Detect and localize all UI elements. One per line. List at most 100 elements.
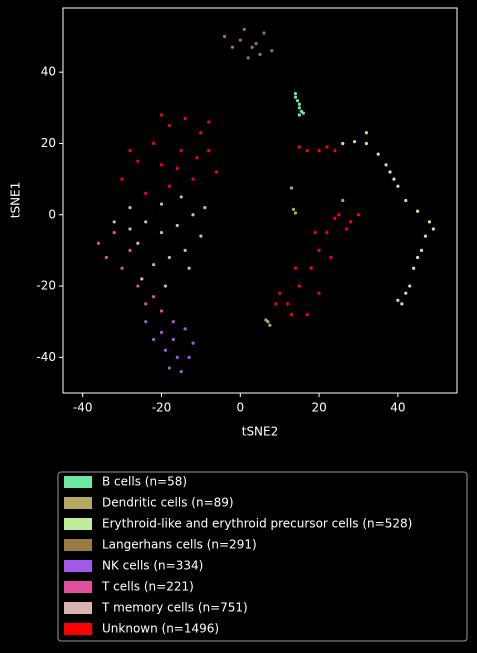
point	[297, 145, 301, 149]
point	[159, 309, 164, 313]
point	[120, 177, 124, 181]
point	[144, 320, 148, 324]
point	[258, 52, 262, 56]
legend-label: Unknown (n=1496)	[102, 622, 219, 636]
point	[175, 355, 179, 359]
legend-swatch	[64, 497, 92, 509]
legend-label: Erythroid-like and erythroid precursor c…	[102, 517, 412, 531]
point	[278, 291, 282, 295]
point	[179, 148, 183, 153]
point	[222, 34, 227, 39]
y-tick-label: 20	[41, 136, 56, 150]
point	[152, 337, 156, 342]
point	[285, 302, 290, 306]
point	[396, 298, 400, 302]
point	[349, 220, 353, 224]
point	[199, 131, 203, 135]
plot-frame	[62, 7, 458, 394]
point	[199, 234, 203, 238]
point	[183, 248, 187, 253]
point	[291, 207, 296, 212]
point	[333, 216, 337, 220]
point	[207, 148, 211, 153]
point	[171, 320, 175, 324]
legend-swatch	[64, 518, 92, 530]
y-tick-label: -40	[36, 350, 56, 364]
point	[179, 195, 183, 199]
point	[270, 49, 274, 53]
point	[396, 184, 400, 188]
point	[293, 266, 298, 270]
point	[317, 148, 321, 153]
x-tick-label: 0	[236, 401, 244, 415]
point	[215, 170, 219, 174]
point	[412, 266, 416, 270]
point	[120, 266, 124, 270]
point	[171, 337, 175, 342]
point	[392, 177, 396, 181]
point	[159, 202, 164, 206]
point	[159, 330, 164, 334]
point	[136, 284, 140, 288]
y-tick-label: -20	[36, 279, 56, 293]
point	[313, 230, 317, 235]
point	[136, 159, 140, 163]
point	[140, 277, 144, 281]
x-axis-label: tSNE2	[242, 425, 279, 439]
point	[187, 355, 191, 359]
legend-swatch	[64, 476, 92, 488]
point	[404, 198, 408, 203]
point	[128, 248, 132, 253]
point	[293, 211, 298, 215]
point	[152, 263, 156, 267]
point	[152, 141, 156, 146]
x-tick-label: -20	[152, 401, 172, 415]
point	[297, 284, 301, 288]
point	[159, 230, 164, 235]
point	[183, 116, 187, 121]
point	[305, 312, 309, 317]
point	[163, 284, 168, 288]
point	[295, 99, 300, 103]
x-tick-label: 40	[390, 401, 405, 415]
legend-label: Dendritic cells (n=89)	[102, 496, 234, 510]
point	[289, 312, 294, 317]
point	[163, 348, 168, 352]
point	[416, 209, 420, 213]
point	[167, 184, 171, 188]
legend-swatch	[64, 581, 92, 593]
point	[317, 248, 321, 253]
point	[333, 148, 337, 153]
legend-label: T memory cells (n=751)	[101, 601, 248, 615]
point	[238, 38, 242, 42]
legend-swatch	[64, 560, 92, 572]
point	[337, 213, 341, 217]
point	[364, 131, 368, 135]
point	[416, 255, 420, 260]
point	[317, 291, 321, 295]
point	[144, 191, 148, 195]
legend-label: B cells (n=58)	[102, 475, 187, 489]
x-tick-label: -40	[73, 401, 93, 415]
point	[128, 227, 132, 231]
point	[289, 186, 294, 190]
point	[388, 170, 392, 174]
legend-frame	[57, 471, 468, 642]
point	[104, 255, 108, 260]
point	[152, 295, 156, 299]
legend-label: T cells (n=221)	[101, 580, 194, 594]
point	[175, 223, 179, 228]
point	[112, 230, 116, 235]
point	[230, 45, 235, 49]
point	[242, 27, 246, 31]
point	[376, 152, 380, 156]
point	[250, 45, 254, 49]
point	[297, 113, 301, 117]
point	[207, 120, 211, 124]
point	[345, 227, 349, 231]
point	[297, 106, 301, 110]
point	[305, 148, 309, 153]
point	[136, 241, 140, 245]
point	[268, 323, 272, 327]
